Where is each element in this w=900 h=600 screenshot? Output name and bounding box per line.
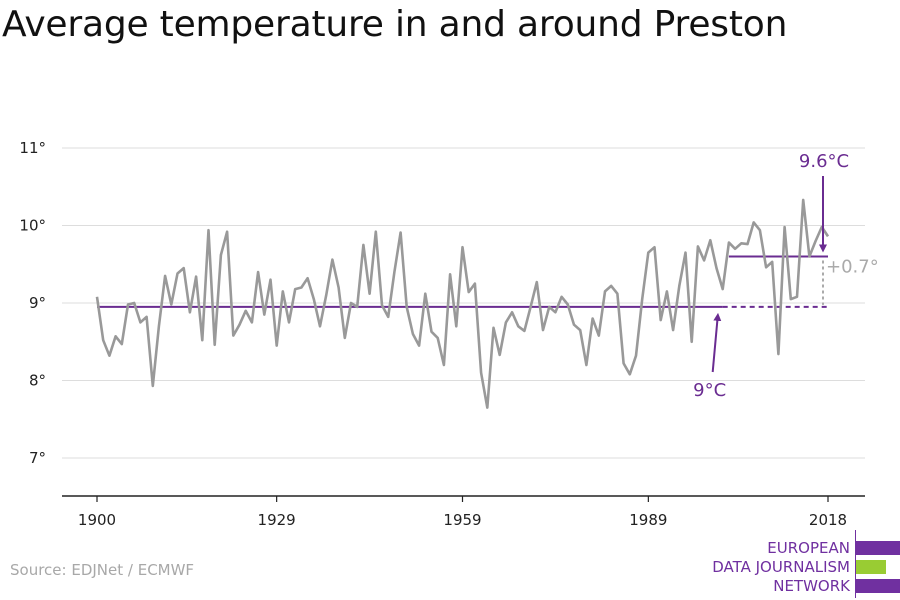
x-axis: 1900 1929 1959 1989 2018 — [62, 495, 865, 529]
recent-average-label: 9.6°C — [799, 151, 849, 172]
logo-divider — [855, 530, 856, 598]
baseline-average-label: 9°C — [693, 380, 726, 401]
y-tick-label: 11° — [19, 139, 46, 157]
y-tick-label: 9° — [29, 294, 46, 312]
logo-bar-purple-bottom — [856, 579, 900, 593]
baseline-average-arrow — [711, 312, 722, 373]
chart-title: Average temperature in and around Presto… — [2, 4, 788, 45]
annotations: 9.6°C 9°C +0.7° — [693, 151, 879, 401]
source-note: Source: EDJNet / ECMWF — [10, 561, 195, 579]
series-line — [95, 198, 830, 409]
x-tick-label: 1929 — [258, 511, 296, 529]
y-tick-label: 8° — [29, 372, 46, 390]
logo-line-european: EUROPEAN — [767, 539, 850, 557]
grid-lines — [62, 147, 865, 459]
series-temperature — [95, 198, 830, 409]
x-tick-label: 2018 — [809, 511, 847, 529]
logo-line-network: NETWORK — [773, 577, 850, 595]
x-tick-label: 1959 — [443, 511, 481, 529]
x-tick-label: 1900 — [78, 511, 116, 529]
y-tick-label: 10° — [19, 217, 46, 235]
logo-bar-purple-top — [856, 541, 900, 555]
x-tick-label: 1989 — [629, 511, 667, 529]
y-axis-ticks: 7° 8° 9° 10° 11° — [19, 139, 46, 467]
y-tick-label: 7° — [29, 449, 46, 467]
logo-bar-green — [856, 560, 886, 574]
logo-line-data-journalism: DATA JOURNALISM — [712, 558, 850, 576]
edjnet-logo: EUROPEAN DATA JOURNALISM NETWORK — [710, 530, 900, 598]
difference-label: +0.7° — [826, 257, 879, 278]
